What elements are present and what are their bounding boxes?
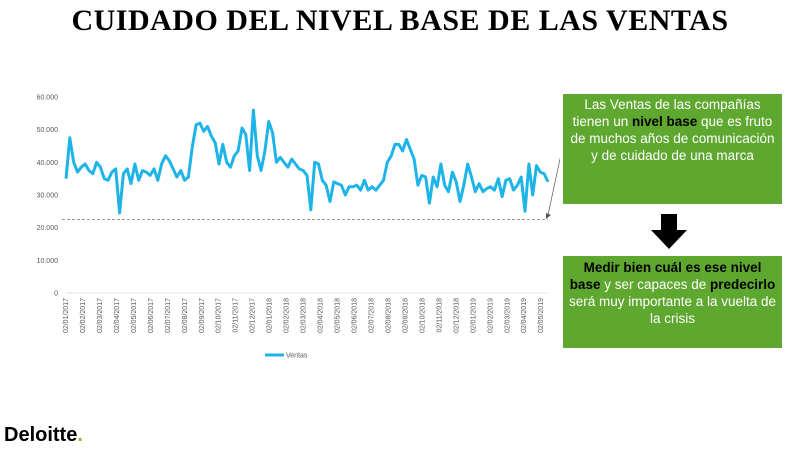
x-axis-labels: 02/01/2017 02/02/2017 02/03/2017 02/04/2017… — [63, 298, 545, 333]
x-tick-label: 02/02/2018 — [284, 298, 291, 333]
x-tick-label: 02/03/2019 — [504, 298, 511, 333]
slide-title: CUIDADO DEL NIVEL BASE DE LAS VENTAS — [71, 4, 729, 37]
x-tick-label: 02/04/2019 — [521, 298, 528, 333]
y-tick-label: 40.000 — [37, 160, 59, 167]
y-tick-label: 0 — [54, 291, 58, 298]
callout-top-segment-1: nivel base — [631, 114, 698, 129]
y-tick-label: 30.000 — [37, 193, 59, 200]
x-tick-label: 02/12/2017 — [250, 298, 257, 333]
x-tick-label: 02/01/2018 — [267, 298, 274, 333]
x-tick-label: 02/05/2018 — [335, 298, 342, 333]
y-tick-label: 60.000 — [37, 95, 59, 102]
x-tick-label: 02/04/2017 — [114, 298, 121, 333]
x-tick-label: 02/11/2018 — [436, 298, 443, 333]
legend-label-ventas: Ventas — [286, 353, 308, 360]
callout-bottom-segment-2: predecirlo — [710, 277, 776, 292]
callout-predecir: Medir bien cuál es ese nivel base y ser … — [563, 256, 782, 348]
logo-text: Deloitte — [4, 424, 78, 446]
x-tick-label: 02/05/2017 — [131, 298, 138, 333]
series-line-ventas — [64, 108, 550, 215]
x-tick-label: 02/10/2018 — [419, 298, 426, 333]
deloitte-logo: Deloitte. — [4, 424, 83, 447]
down-arrow-icon — [651, 214, 687, 249]
x-tick-label: 02/09/2018 — [402, 298, 409, 333]
callout-bottom-segment-3: será muy importante a la vuelta de la cr… — [568, 294, 777, 326]
x-tick-label: 02/04/2018 — [318, 298, 325, 333]
y-tick-label: 20.000 — [37, 225, 59, 232]
chart-legend: Ventas — [265, 353, 308, 360]
x-tick-label: 02/03/2018 — [301, 298, 308, 333]
x-tick-label: 02/06/2018 — [352, 298, 359, 333]
x-tick-label: 02/03/2017 — [97, 298, 104, 333]
x-tick-label: 02/06/2017 — [148, 298, 155, 333]
x-tick-label: 02/11/2017 — [233, 298, 240, 333]
connector-arrowhead — [546, 213, 551, 219]
logo-dot: . — [77, 424, 83, 446]
callout-nivel-base: Las Ventas de las compañías tienen un ni… — [563, 94, 782, 204]
x-tick-label: 02/10/2017 — [216, 298, 223, 333]
x-tick-label: 02/08/2017 — [182, 298, 189, 333]
x-tick-label: 02/08/2018 — [385, 298, 392, 333]
x-tick-label: 02/01/2019 — [470, 298, 477, 333]
x-tick-label: 02/12/2018 — [453, 298, 460, 333]
x-tick-label: 02/07/2018 — [368, 298, 375, 333]
x-tick-label: 02/02/2017 — [80, 298, 87, 333]
callout-bottom-segment-0: Medir bien cuál es ese nivel base — [569, 260, 762, 292]
x-tick-label: 02/05/2019 — [538, 298, 545, 333]
y-tick-label: 50.000 — [37, 127, 59, 134]
x-tick-label: 02/02/2019 — [487, 298, 494, 333]
y-tick-label: 10.000 — [37, 258, 59, 265]
callout-top-segment-0: Las Ventas de las compañías tienen un — [572, 97, 761, 129]
callout-bottom-segment-1: y ser capaces de — [600, 277, 711, 292]
x-tick-label: 02/09/2017 — [199, 298, 206, 333]
y-axis-labels: 0 10.000 20.000 30.000 40.000 50.000 60.000 — [37, 95, 59, 298]
sales-line-chart: 0 10.000 20.000 30.000 40.000 50.000 60.000 02… — [37, 95, 560, 360]
x-tick-label: 02/07/2017 — [165, 298, 172, 333]
callout-top-segment-2: que es fruto de muchos años de comunicac… — [570, 114, 775, 163]
x-tick-label: 02/01/2017 — [63, 298, 70, 333]
callout-connector-line — [547, 157, 560, 216]
